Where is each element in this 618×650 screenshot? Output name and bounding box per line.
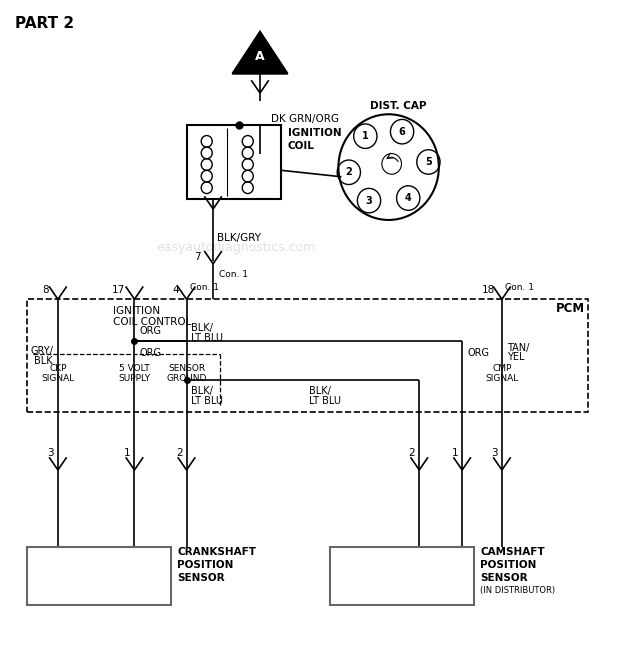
Text: ORG: ORG xyxy=(139,326,161,337)
Text: 1: 1 xyxy=(362,131,369,141)
Text: 2: 2 xyxy=(408,448,415,458)
Text: CRANKSHAFT: CRANKSHAFT xyxy=(177,547,256,557)
Text: COIL CONTROL: COIL CONTROL xyxy=(113,317,192,327)
Text: 5: 5 xyxy=(425,157,432,167)
Text: POSITION: POSITION xyxy=(480,560,537,570)
Text: easyautodiagnostics.com: easyautodiagnostics.com xyxy=(156,241,315,254)
Bar xyxy=(331,547,475,605)
Text: 3: 3 xyxy=(491,448,498,458)
Text: LT BLU: LT BLU xyxy=(309,396,341,406)
Text: SENSOR: SENSOR xyxy=(480,573,528,583)
Text: CKP
SIGNAL: CKP SIGNAL xyxy=(41,363,75,383)
Text: IGNITION: IGNITION xyxy=(287,129,341,138)
Text: 6: 6 xyxy=(399,127,405,136)
Text: 17: 17 xyxy=(112,285,125,294)
Text: SENSOR: SENSOR xyxy=(177,573,225,583)
Bar xyxy=(187,125,281,200)
Text: DK GRN/ORG: DK GRN/ORG xyxy=(271,114,339,124)
Text: PCM: PCM xyxy=(556,302,585,315)
Text: BLK/GRY: BLK/GRY xyxy=(217,233,261,243)
Text: GRY/: GRY/ xyxy=(30,346,53,356)
Text: A: A xyxy=(255,49,265,62)
Text: IGNITION: IGNITION xyxy=(113,306,160,316)
Text: DIST. CAP: DIST. CAP xyxy=(370,101,426,111)
Text: 3: 3 xyxy=(366,196,373,205)
Text: 5 VOLT
SUPPLY: 5 VOLT SUPPLY xyxy=(119,363,151,383)
Text: 18: 18 xyxy=(481,285,494,294)
Text: CMP
SIGNAL: CMP SIGNAL xyxy=(485,363,519,383)
Text: YEL: YEL xyxy=(507,352,524,362)
Text: SENSOR
GROUND: SENSOR GROUND xyxy=(166,363,206,383)
Text: ORG: ORG xyxy=(139,348,161,358)
Text: 2: 2 xyxy=(345,167,352,177)
Text: 1: 1 xyxy=(452,448,458,458)
Text: POSITION: POSITION xyxy=(177,560,234,570)
Text: LT BLU: LT BLU xyxy=(192,396,224,406)
Bar xyxy=(27,547,171,605)
Text: ORG: ORG xyxy=(467,348,489,358)
Text: (IN DISTRIBUTOR): (IN DISTRIBUTOR) xyxy=(480,586,556,595)
Polygon shape xyxy=(232,32,287,73)
Text: CAMSHAFT: CAMSHAFT xyxy=(480,547,545,557)
Text: LT BLU: LT BLU xyxy=(192,333,224,343)
Text: 4: 4 xyxy=(172,285,179,294)
Text: Con. 1: Con. 1 xyxy=(190,283,219,292)
Bar xyxy=(27,299,588,412)
Text: 8: 8 xyxy=(42,285,49,294)
Text: BLK: BLK xyxy=(35,356,53,366)
Text: BLK/: BLK/ xyxy=(309,386,331,396)
Text: BLK/: BLK/ xyxy=(192,323,213,333)
Text: TAN/: TAN/ xyxy=(507,343,529,352)
Text: Con. 1: Con. 1 xyxy=(219,270,248,280)
Text: 2: 2 xyxy=(176,448,182,458)
Text: Con. 1: Con. 1 xyxy=(505,283,534,292)
Text: 7: 7 xyxy=(194,252,201,263)
Text: 3: 3 xyxy=(47,448,54,458)
Text: 4: 4 xyxy=(405,193,412,203)
Text: BLK/: BLK/ xyxy=(192,386,213,396)
Text: COIL: COIL xyxy=(287,141,315,151)
Text: PART 2: PART 2 xyxy=(15,16,74,31)
Text: 1: 1 xyxy=(124,448,130,458)
